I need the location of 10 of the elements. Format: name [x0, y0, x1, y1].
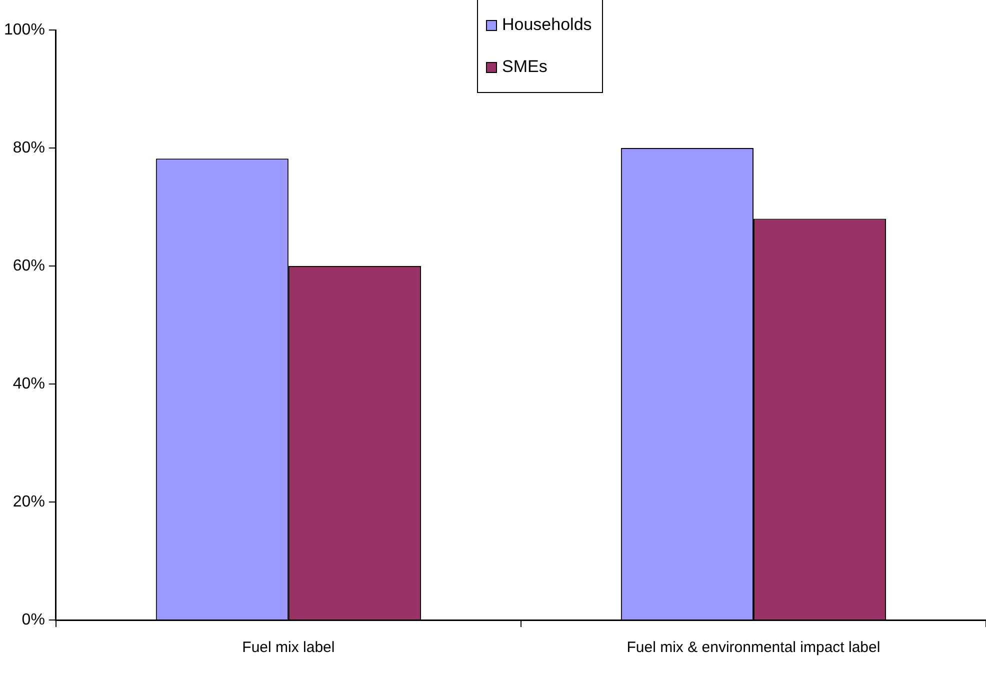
y-tick-label: 100%	[4, 21, 45, 38]
y-tick-label: 80%	[12, 139, 45, 156]
y-tick-label: 40%	[12, 375, 45, 392]
y-tick-label: 60%	[12, 257, 45, 274]
y-tick-label: 0%	[22, 611, 45, 628]
legend-label: SMEs	[502, 57, 548, 77]
y-tick-label: 20%	[12, 493, 45, 510]
legend-label: Households	[502, 15, 592, 35]
x-tick-label: Fuel mix label	[242, 639, 335, 656]
x-tick-label: Fuel mix & environmental impact label	[626, 639, 880, 656]
